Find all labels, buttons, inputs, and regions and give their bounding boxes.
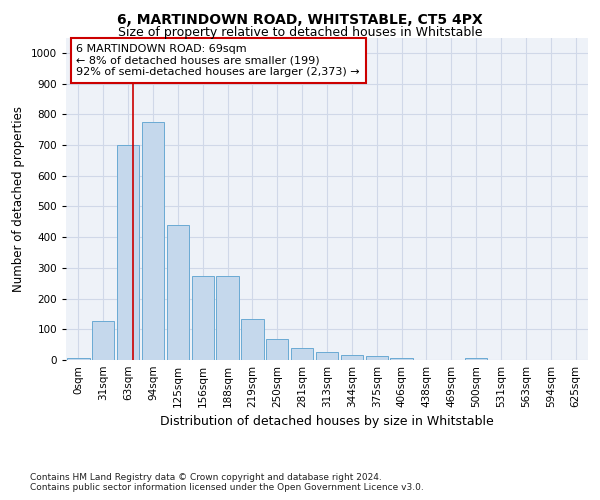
Text: 6, MARTINDOWN ROAD, WHITSTABLE, CT5 4PX: 6, MARTINDOWN ROAD, WHITSTABLE, CT5 4PX [117,12,483,26]
X-axis label: Distribution of detached houses by size in Whitstable: Distribution of detached houses by size … [160,416,494,428]
Text: Size of property relative to detached houses in Whitstable: Size of property relative to detached ho… [118,26,482,39]
Bar [341,356,363,360]
Text: Contains HM Land Registry data © Crown copyright and database right 2024.: Contains HM Land Registry data © Crown c… [30,472,382,482]
Text: Contains public sector information licensed under the Open Government Licence v3: Contains public sector information licen… [30,484,424,492]
Bar [167,225,189,360]
Bar [291,348,313,360]
Text: 6 MARTINDOWN ROAD: 69sqm
← 8% of detached houses are smaller (199)
92% of semi-d: 6 MARTINDOWN ROAD: 69sqm ← 8% of detache… [76,44,360,77]
Bar [191,276,214,360]
Bar [92,320,115,360]
Y-axis label: Number of detached properties: Number of detached properties [12,106,25,292]
Bar [465,358,487,360]
Bar [365,356,388,360]
Bar [217,276,239,360]
Bar [67,358,89,360]
Bar [241,318,263,360]
Bar [117,145,139,360]
Bar [391,358,413,360]
Bar [142,122,164,360]
Bar [316,352,338,360]
Bar [266,339,289,360]
